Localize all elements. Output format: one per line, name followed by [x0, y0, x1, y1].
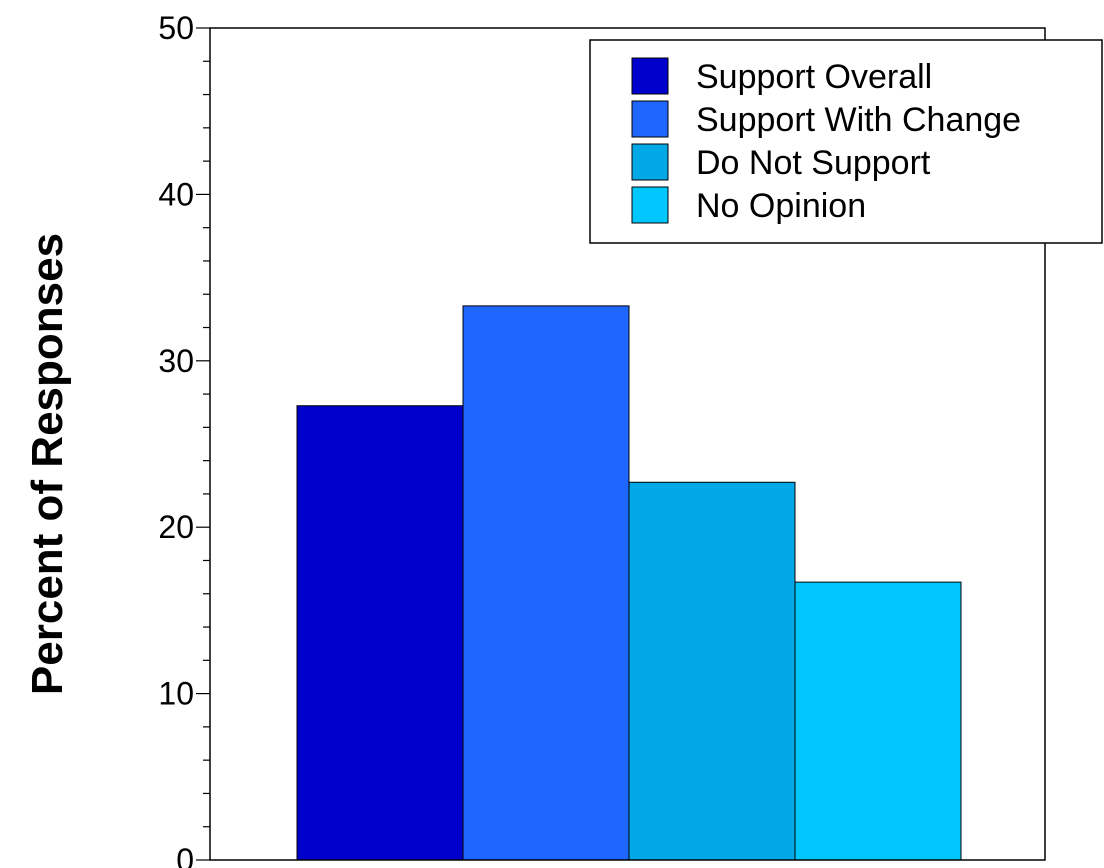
bar-support-overall — [296, 405, 464, 861]
bar-do-not-support — [628, 481, 796, 861]
legend-swatch — [631, 100, 669, 138]
legend-box — [589, 39, 1103, 244]
legend-label: Do Not Support — [696, 144, 931, 182]
y-tick-label: 20 — [158, 509, 194, 545]
bar-no-opinion — [794, 581, 962, 861]
bar-support-with-change — [462, 305, 630, 861]
legend-swatch — [631, 57, 669, 95]
y-tick-label: 0 — [176, 842, 194, 868]
y-tick-label: 40 — [158, 176, 194, 212]
bars-group — [296, 305, 962, 861]
y-axis: 0 10 20 30 40 50 — [158, 10, 210, 868]
legend-label: Support Overall — [696, 58, 932, 96]
legend-swatch — [631, 143, 669, 181]
y-tick-label: 10 — [158, 676, 194, 712]
legend: Support Overall Support With Change Do Not… — [589, 39, 1103, 244]
legend-swatch — [631, 186, 669, 224]
y-axis-title: Percent of Responses — [23, 233, 72, 695]
legend-label: Support With Change — [696, 101, 1021, 139]
y-tick-label: 50 — [158, 10, 194, 46]
plot-frame — [209, 27, 1046, 861]
y-tick-label: 30 — [158, 343, 194, 379]
legend-label: No Opinion — [696, 187, 866, 225]
